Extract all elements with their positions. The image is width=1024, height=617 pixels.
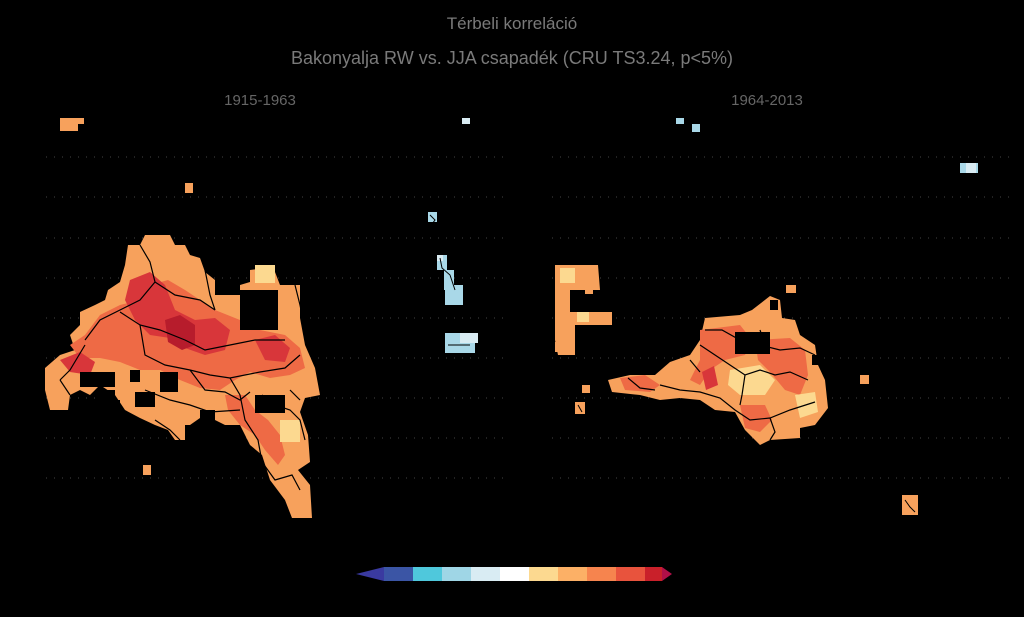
- colorbar-cell: [558, 567, 587, 581]
- positive-correlation-region: [555, 265, 612, 355]
- map-title: Térbeli korreláció: [446, 14, 578, 33]
- negative-correlation-region: [676, 118, 978, 173]
- colorbar-cell: [500, 567, 529, 581]
- strongest-correlation-region: [255, 335, 290, 362]
- correlation-map-1915-1963: [45, 118, 478, 518]
- strong-correlation-region: [225, 395, 285, 465]
- strong-correlation-region: [740, 405, 772, 432]
- negative-correlation-region: [428, 212, 475, 353]
- panel-title-left: 1915-1963: [224, 92, 296, 109]
- colorbar-cell: [645, 567, 662, 581]
- positive-correlation-region: [608, 296, 828, 445]
- colorbar-cell: [529, 567, 558, 581]
- colorbar-cell: [413, 567, 442, 581]
- weak-correlation-region: [728, 365, 775, 395]
- panel-title-right: 1964-2013: [731, 92, 803, 109]
- colorbar: [356, 567, 672, 581]
- strongest-correlation-region: [60, 352, 95, 375]
- map-subtitle: Bakonyalja RW vs. JJA csapadék (CRU TS3.…: [290, 48, 734, 68]
- colorbar-cell: [442, 567, 471, 581]
- correlation-map-1964-2013: [555, 118, 978, 515]
- colorbar-cell: [471, 567, 500, 581]
- strongest-correlation-region: [702, 366, 718, 390]
- colorbar-arrow-right: [662, 567, 672, 581]
- colorbar-arrow-left: [356, 567, 384, 581]
- colorbar-cell: [587, 567, 616, 581]
- colorbar-cell: [616, 567, 645, 581]
- strongest-correlation-region: [125, 272, 230, 355]
- colorbar-cell: [384, 567, 413, 581]
